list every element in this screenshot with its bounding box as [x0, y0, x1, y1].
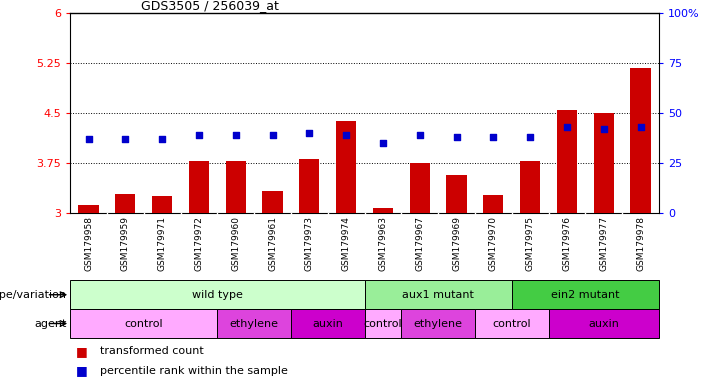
Text: GSM179978: GSM179978 [636, 216, 645, 271]
Text: auxin: auxin [588, 318, 619, 329]
Text: GSM179977: GSM179977 [599, 216, 608, 271]
Text: wild type: wild type [192, 290, 243, 300]
Text: ■: ■ [76, 364, 88, 377]
Point [83, 136, 94, 142]
Text: GSM179959: GSM179959 [121, 216, 130, 271]
Text: transformed count: transformed count [100, 346, 203, 356]
Bar [594, 113, 614, 213]
Text: GSM179969: GSM179969 [452, 216, 461, 271]
Point [193, 132, 205, 138]
Text: GSM179961: GSM179961 [268, 216, 277, 271]
Bar [70, 280, 365, 309]
Bar [402, 309, 475, 338]
Text: control: control [124, 318, 163, 329]
Text: aux1 mutant: aux1 mutant [402, 290, 474, 300]
Point [451, 134, 462, 140]
Bar [189, 161, 209, 213]
Text: ein2 mutant: ein2 mutant [551, 290, 620, 300]
Bar [262, 191, 283, 213]
Text: ethylene: ethylene [414, 318, 463, 329]
Bar [226, 161, 246, 213]
Bar [512, 280, 659, 309]
Text: GSM179975: GSM179975 [526, 216, 535, 271]
Bar [365, 280, 512, 309]
Text: GSM179960: GSM179960 [231, 216, 240, 271]
Text: ■: ■ [76, 345, 88, 358]
Point [156, 136, 168, 142]
Bar [409, 163, 430, 213]
Text: control: control [492, 318, 531, 329]
Text: control: control [364, 318, 402, 329]
Point [267, 132, 278, 138]
Bar [557, 110, 577, 213]
Text: GSM179971: GSM179971 [158, 216, 167, 271]
Bar [483, 195, 503, 213]
Text: GSM179958: GSM179958 [84, 216, 93, 271]
Bar [475, 309, 549, 338]
Point [598, 126, 609, 132]
Bar [70, 309, 217, 338]
Text: GSM179976: GSM179976 [562, 216, 571, 271]
Bar [447, 175, 467, 213]
Text: ethylene: ethylene [230, 318, 278, 329]
Text: GSM179972: GSM179972 [194, 216, 203, 271]
Bar [152, 197, 172, 213]
Bar [79, 205, 99, 213]
Point [635, 124, 646, 130]
Point [377, 140, 388, 146]
Text: GSM179963: GSM179963 [379, 216, 388, 271]
Bar [115, 194, 135, 213]
Text: GDS3505 / 256039_at: GDS3505 / 256039_at [141, 0, 278, 12]
Bar [299, 159, 320, 213]
Bar [520, 161, 540, 213]
Point [341, 132, 352, 138]
Point [230, 132, 241, 138]
Bar [373, 209, 393, 213]
Text: agent: agent [34, 318, 67, 329]
Bar [336, 121, 356, 213]
Bar [549, 309, 659, 338]
Bar [217, 309, 291, 338]
Text: GSM179974: GSM179974 [341, 216, 350, 271]
Text: GSM179973: GSM179973 [305, 216, 314, 271]
Text: genotype/variation: genotype/variation [0, 290, 67, 300]
Text: auxin: auxin [312, 318, 343, 329]
Point [414, 132, 426, 138]
Bar [630, 68, 651, 213]
Point [562, 124, 573, 130]
Point [120, 136, 131, 142]
Text: GSM179970: GSM179970 [489, 216, 498, 271]
Text: percentile rank within the sample: percentile rank within the sample [100, 366, 287, 376]
Text: GSM179967: GSM179967 [415, 216, 424, 271]
Bar [365, 309, 402, 338]
Point [488, 134, 499, 140]
Bar [291, 309, 365, 338]
Point [304, 130, 315, 136]
Point [524, 134, 536, 140]
